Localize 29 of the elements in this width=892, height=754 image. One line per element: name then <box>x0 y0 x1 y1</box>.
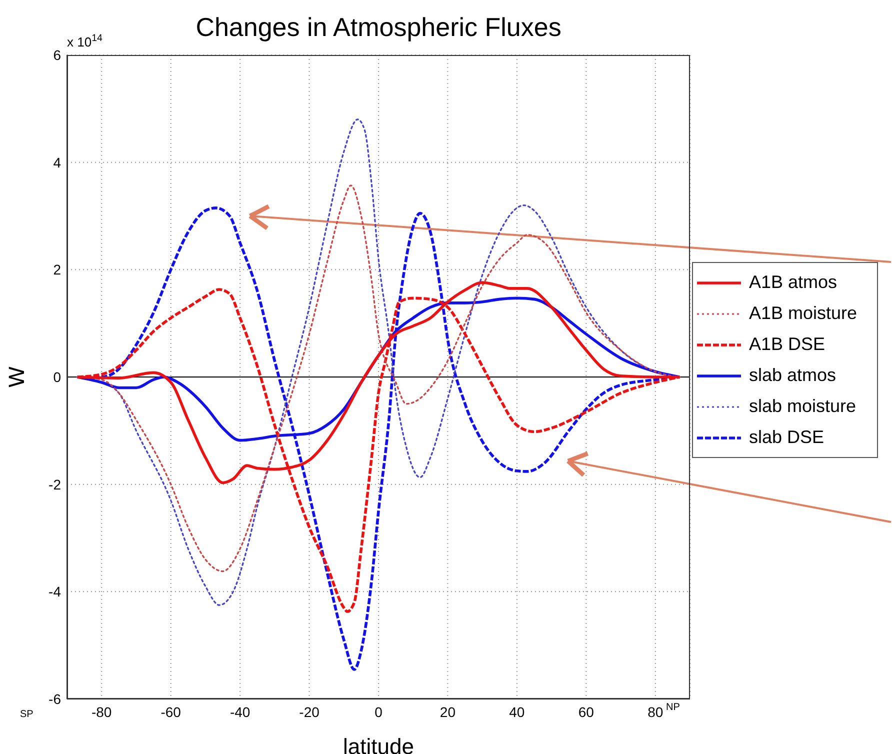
text: x 10$^{14}$ <box>67 33 102 50</box>
line-series <box>76 184 680 572</box>
legend-label: slab atmos <box>749 365 836 386</box>
y-tick-label: 0 <box>53 368 62 385</box>
y-tick-label: 4 <box>53 154 62 170</box>
x-tick-label: 40 <box>509 704 525 720</box>
legend-label: A1B atmos <box>749 272 838 293</box>
x-tick-label: 0 <box>374 704 383 720</box>
legend-label: slab moisture <box>749 396 856 417</box>
text: SP <box>20 709 34 720</box>
legend-label: A1B moisture <box>749 303 858 324</box>
x-tick-label: -20 <box>299 704 320 720</box>
legend-label: A1B DSE <box>749 334 826 355</box>
y-axis-title: W <box>4 366 29 388</box>
x-tick-label: -60 <box>160 704 182 720</box>
text: NP <box>666 702 680 713</box>
y-tick-label: 6 <box>53 46 62 63</box>
y-tick-label: -2 <box>48 476 62 492</box>
x-tick-label: 20 <box>440 704 456 720</box>
y-tick-label: -6 <box>48 690 62 707</box>
chart-title: Changes in Atmospheric Fluxes <box>196 12 562 42</box>
legend-label: slab DSE <box>749 427 824 448</box>
x-axis-title: latitude <box>343 734 414 754</box>
x-tick-label: -80 <box>91 704 112 720</box>
x-tick-label: -40 <box>230 704 250 720</box>
x-tick-label: 80 <box>648 704 664 720</box>
x-tick-label: 60 <box>578 704 594 720</box>
y-tick-label: 2 <box>53 262 62 278</box>
y-tick-label: -4 <box>48 584 62 600</box>
